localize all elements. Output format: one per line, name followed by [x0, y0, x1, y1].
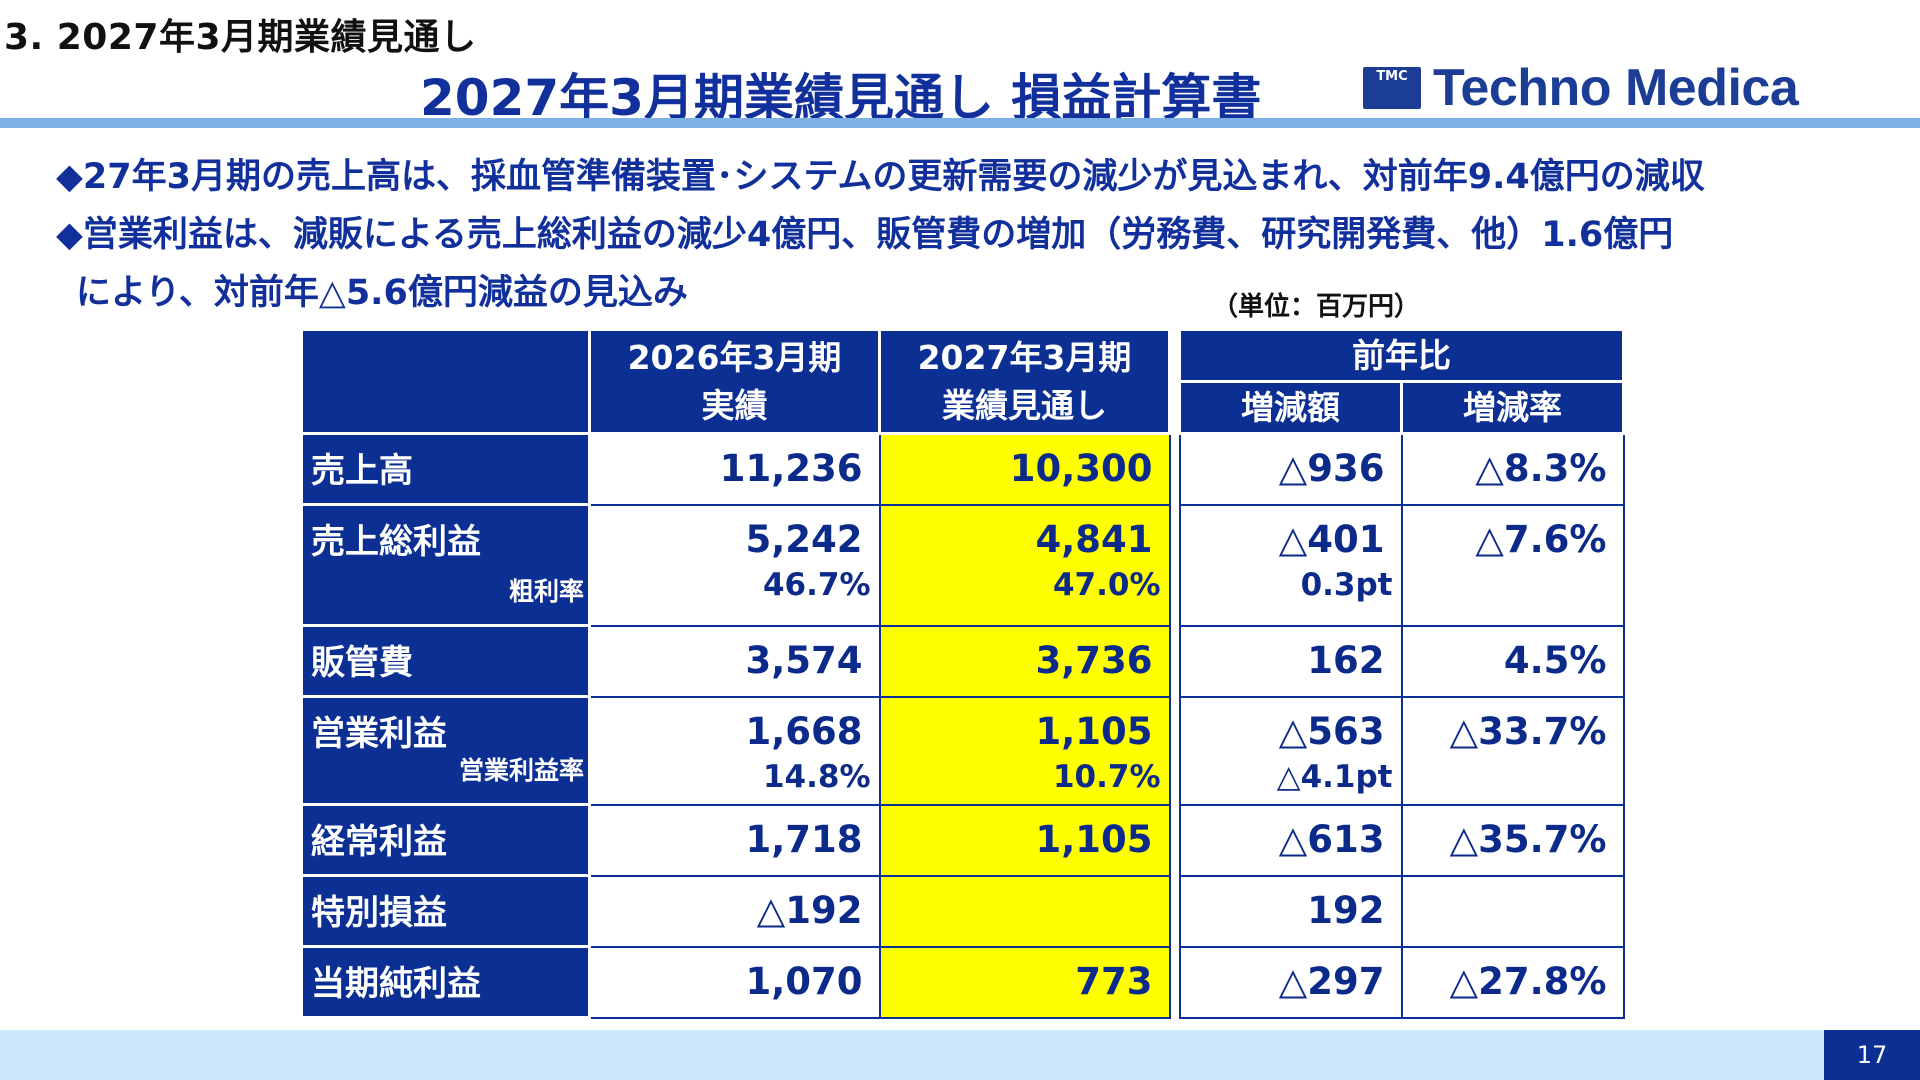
- rate-value: △7.6%: [1400, 503, 1625, 627]
- header-yoy: 前年比: [1178, 328, 1625, 383]
- table-row: 営業利益 営業利益率 1,668 14.8% 1,105 10.7% △563 …: [300, 695, 1625, 806]
- table-row: 経常利益 1,718 1,105 △613 △35.7%: [300, 803, 1625, 877]
- change-subvalue: 0.3pt: [1300, 566, 1393, 603]
- change-subvalue: △4.1pt: [1276, 758, 1393, 795]
- summary-bullets: ◆27年3月期の売上高は、採血管準備装置･システムの更新需要の減少が見込まれ、対…: [56, 148, 1886, 322]
- row-label: 当期純利益: [300, 945, 591, 1019]
- income-statement-table: 2026年3月期 実績 2027年3月期 業績見通し 前年比 増減額 増減率 売…: [300, 328, 1625, 1019]
- forecast-subvalue: 47.0%: [1052, 566, 1161, 603]
- row-sublabel: 粗利率: [508, 577, 584, 606]
- row-sublabel: 営業利益率: [458, 756, 584, 785]
- rate-value: △27.8%: [1400, 945, 1625, 1019]
- table-row: 当期純利益 1,070 773 △297 △27.8%: [300, 945, 1625, 1019]
- table-row: 特別損益 △192 192: [300, 874, 1625, 948]
- actual-value: 1,718: [588, 803, 881, 877]
- page-number: 17: [1824, 1030, 1920, 1080]
- actual-value: 1,070: [588, 945, 881, 1019]
- forecast-value: 10,300: [878, 432, 1171, 506]
- row-label: 経常利益: [300, 803, 591, 877]
- table-row: 売上高 11,236 10,300 △936 △8.3%: [300, 432, 1625, 506]
- change-value: 192: [1178, 874, 1403, 948]
- footer-bar: [0, 1030, 1920, 1080]
- forecast-value: [878, 874, 1171, 948]
- actual-value: 5,242 46.7%: [588, 503, 881, 627]
- row-label: 営業利益 営業利益率: [300, 695, 591, 806]
- table-row: 販管費 3,574 3,736 162 4.5%: [300, 624, 1625, 698]
- forecast-value: 4,841 47.0%: [878, 503, 1171, 627]
- row-label: 売上総利益 粗利率: [300, 503, 591, 627]
- actual-value: △192: [588, 874, 881, 948]
- table-row: 売上総利益 粗利率 5,242 46.7% 4,841 47.0% △401 0…: [300, 503, 1625, 627]
- header-rate: 増減率: [1400, 380, 1625, 435]
- title-divider: [0, 118, 1920, 128]
- header-actual-year: 2026年3月期: [627, 337, 842, 377]
- change-value: △563 △4.1pt: [1178, 695, 1403, 806]
- change-value: △936: [1178, 432, 1403, 506]
- change-value: △401 0.3pt: [1178, 503, 1403, 627]
- header-change: 増減額: [1178, 380, 1403, 435]
- forecast-subvalue: 10.7%: [1052, 758, 1161, 795]
- column-gap: [1169, 329, 1180, 434]
- logo-text: Techno Medica: [1433, 59, 1799, 117]
- header-forecast-year: 2027年3月期: [917, 337, 1132, 377]
- bullet-operating-profit: ◆営業利益は、減販による売上総利益の減少4億円、販管費の増加（労務費、研究開発費…: [56, 215, 1674, 255]
- company-logo: TMC Techno Medica: [1363, 59, 1799, 117]
- bullet-operating-profit-cont: により、対前年△5.6億円減益の見込み: [76, 273, 688, 313]
- header-actual-type: 実績: [701, 385, 768, 425]
- header-blank: [300, 328, 591, 435]
- rate-value: △8.3%: [1400, 432, 1625, 506]
- actual-subvalue: 14.8%: [762, 758, 871, 795]
- page-title: 2027年3月期業績見通し 損益計算書: [420, 69, 1262, 127]
- section-label: 3. 2027年3月期業績見通し: [4, 17, 477, 58]
- forecast-value: 1,105 10.7%: [878, 695, 1171, 806]
- actual-value: 1,668 14.8%: [588, 695, 881, 806]
- header-actual: 2026年3月期 実績: [588, 328, 881, 435]
- actual-value: 11,236: [588, 432, 881, 506]
- change-value: 162: [1178, 624, 1403, 698]
- change-value: △613: [1178, 803, 1403, 877]
- row-label: 販管費: [300, 624, 591, 698]
- rate-value: [1400, 874, 1625, 948]
- forecast-value: 773: [878, 945, 1171, 1019]
- rate-value: 4.5%: [1400, 624, 1625, 698]
- rate-value: △35.7%: [1400, 803, 1625, 877]
- bullet-sales: ◆27年3月期の売上高は、採血管準備装置･システムの更新需要の減少が見込まれ、対…: [56, 157, 1705, 197]
- actual-subvalue: 46.7%: [762, 566, 871, 603]
- header-forecast-type: 業績見通し: [942, 385, 1107, 425]
- tmc-logo-mark: TMC: [1363, 67, 1421, 109]
- row-label: 特別損益: [300, 874, 591, 948]
- unit-note: （単位：百万円）: [1212, 292, 1421, 322]
- forecast-value: 3,736: [878, 624, 1171, 698]
- forecast-value: 1,105: [878, 803, 1171, 877]
- header-forecast: 2027年3月期 業績見通し: [878, 328, 1171, 435]
- rate-value: △33.7%: [1400, 695, 1625, 806]
- change-value: △297: [1178, 945, 1403, 1019]
- actual-value: 3,574: [588, 624, 881, 698]
- row-label: 売上高: [300, 432, 591, 506]
